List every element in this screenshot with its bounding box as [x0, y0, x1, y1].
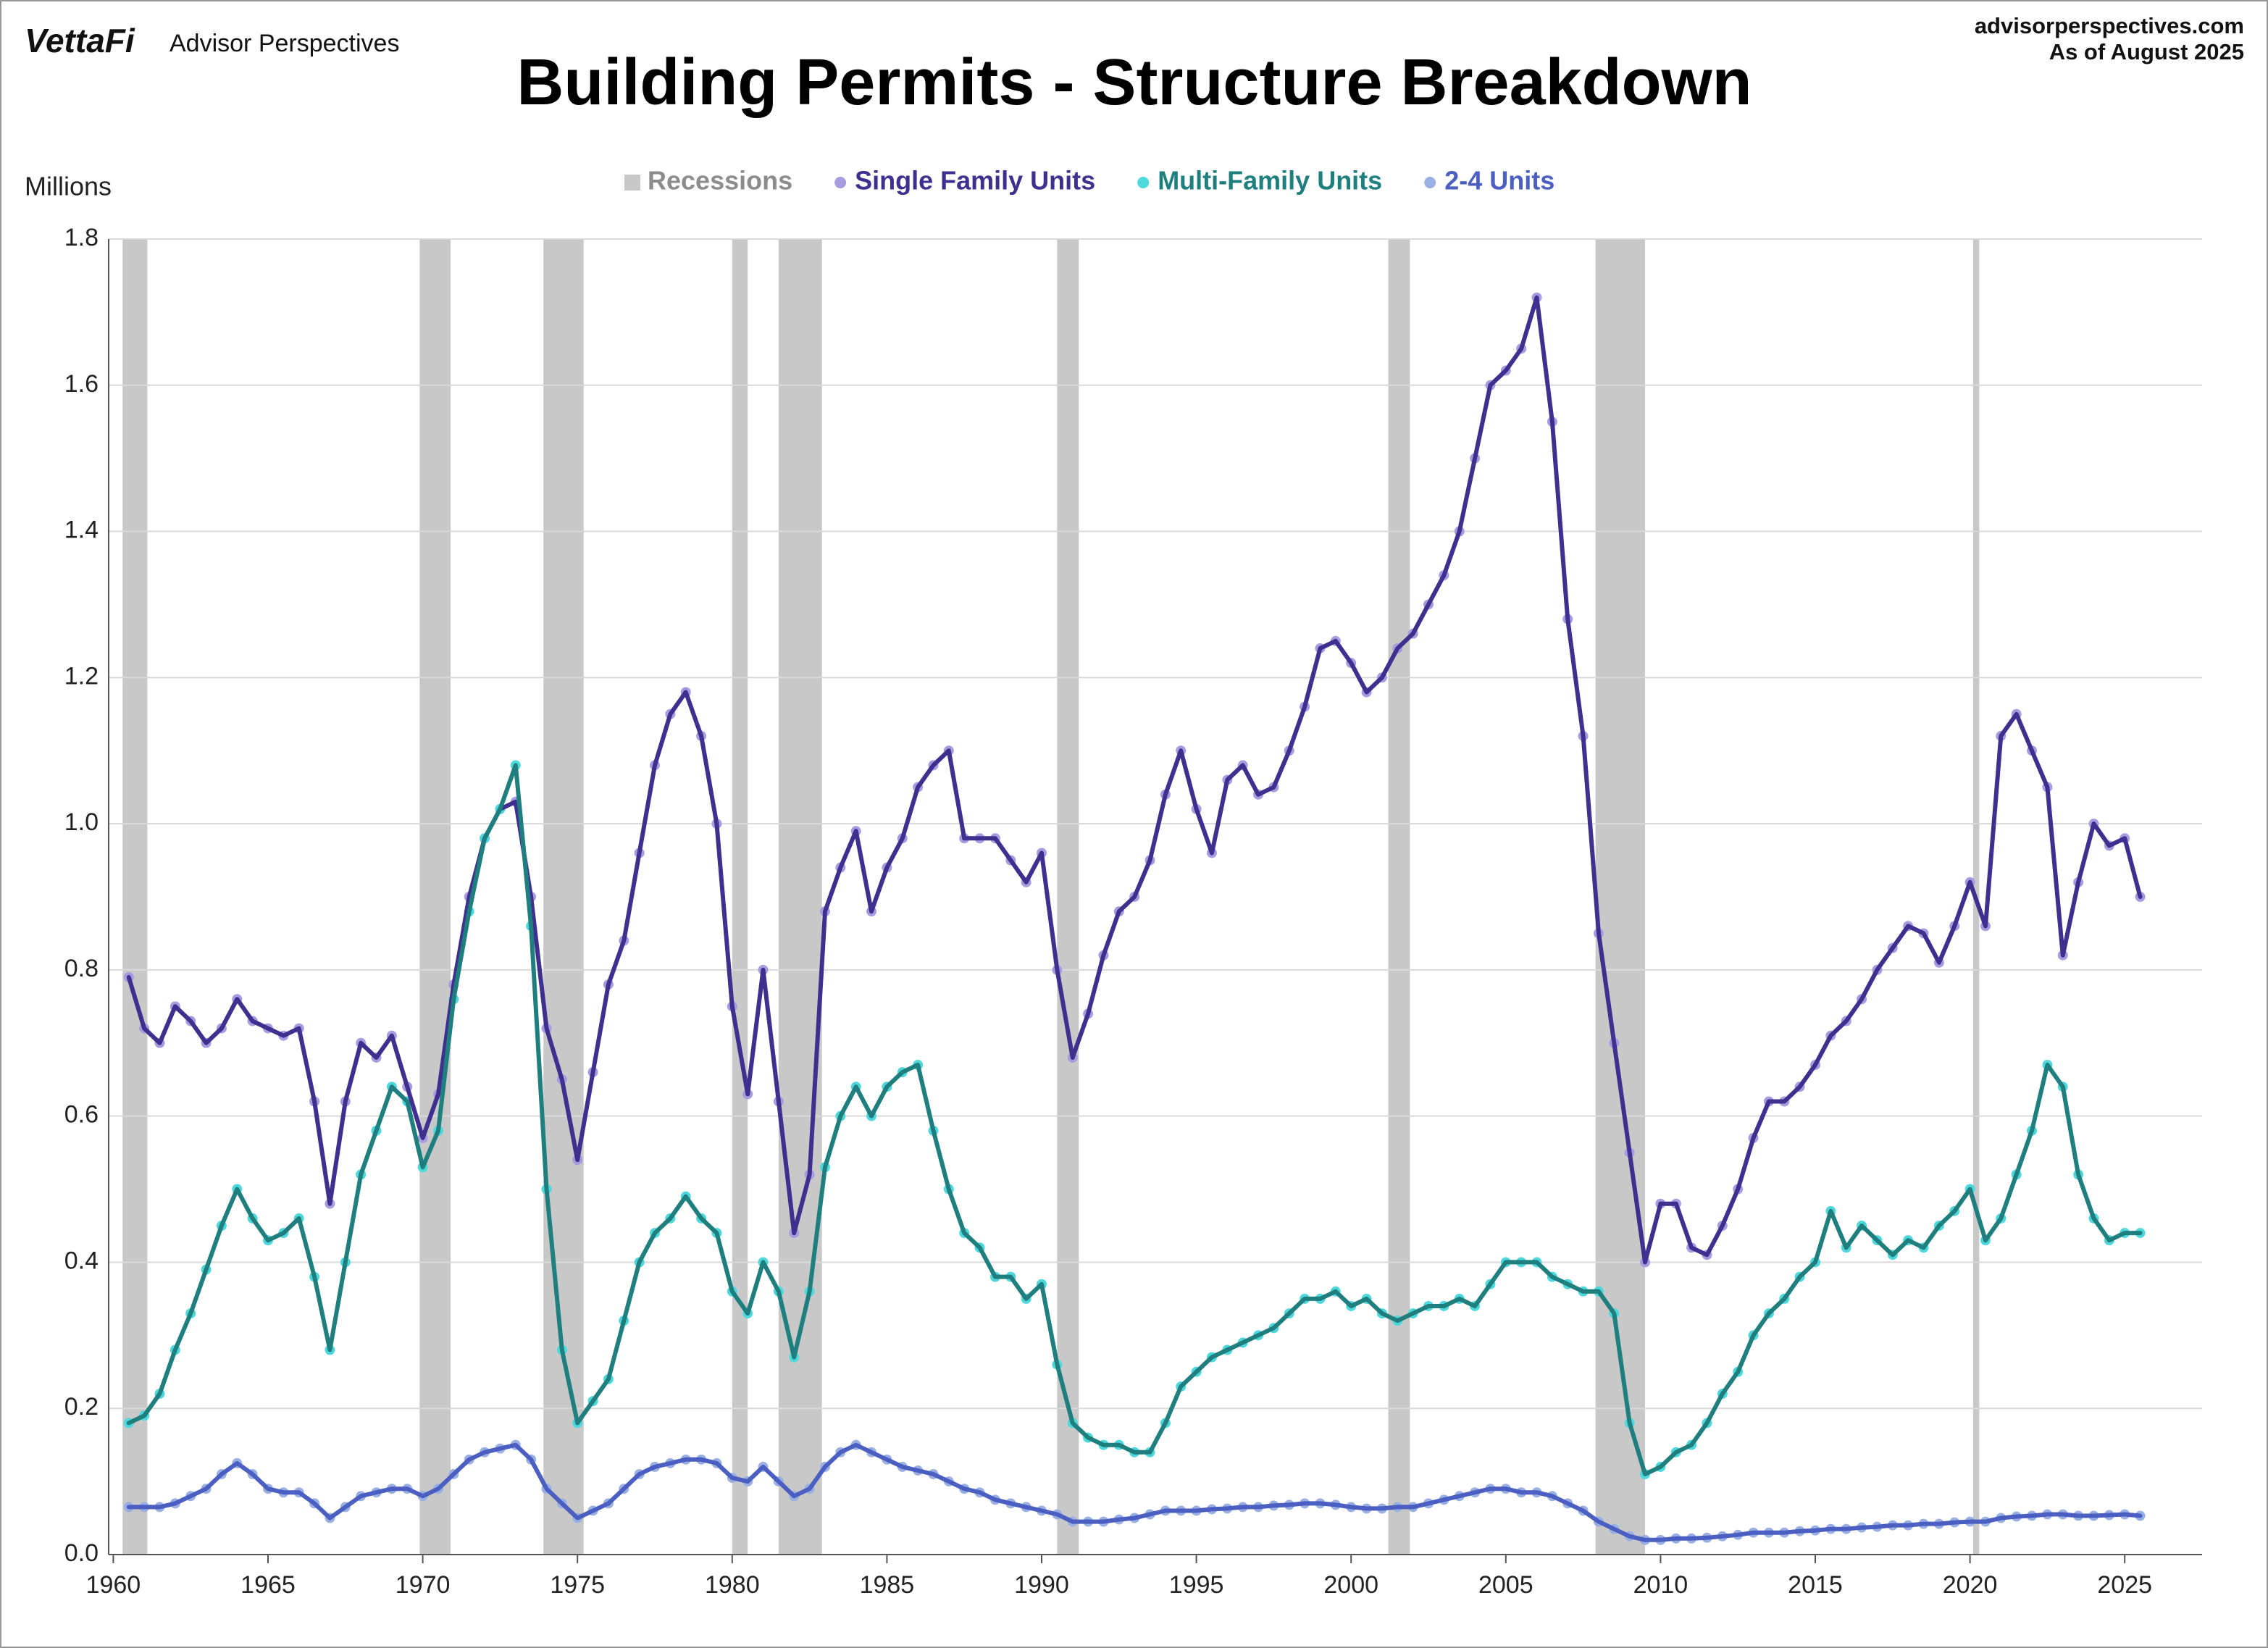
series-line [126, 1442, 2143, 1542]
recession-band [778, 239, 822, 1555]
recession-band [1388, 239, 1410, 1555]
y-tick-label: 1.2 [64, 662, 99, 690]
x-tick-label: 2015 [1788, 1571, 1843, 1599]
recession-band [732, 239, 748, 1555]
x-tick-label: 1980 [705, 1571, 760, 1599]
x-tick-label: 1975 [550, 1571, 605, 1599]
x-tick-label: 2005 [1478, 1571, 1533, 1599]
x-tick-label: 1985 [860, 1571, 915, 1599]
x-tick-label: 1970 [396, 1571, 451, 1599]
recession-band [1595, 239, 1646, 1555]
legend-label: Single Family Units [855, 166, 1095, 196]
x-tick-label: 2025 [2097, 1571, 2152, 1599]
recession-band [1057, 239, 1079, 1555]
y-tick-label: 1.4 [64, 516, 99, 544]
recession-band [543, 239, 584, 1555]
y-tick-label: 0.4 [64, 1247, 99, 1274]
source: advisorperspectives.com [1975, 13, 2244, 38]
y-tick-label: 1.0 [64, 808, 99, 836]
series-line [126, 763, 2143, 1476]
legend-marker [1137, 177, 1150, 188]
y-tick-label: 0.0 [64, 1539, 99, 1567]
brand: VettaFi [25, 22, 135, 59]
x-tick-label: 1965 [240, 1571, 296, 1599]
legend-marker [834, 177, 847, 188]
legend-swatch [624, 175, 640, 191]
y-axis-label: Millions [25, 172, 112, 201]
as-of: As of August 2025 [2049, 39, 2244, 64]
legend-label: Recessions [648, 166, 792, 196]
legend-label: 2-4 Units [1444, 166, 1554, 196]
x-tick-label: 1960 [86, 1571, 141, 1599]
publisher: Advisor Perspectives [170, 30, 399, 57]
x-tick-label: 2000 [1323, 1571, 1378, 1599]
x-tick-label: 1995 [1169, 1571, 1224, 1599]
y-tick-label: 0.2 [64, 1393, 99, 1421]
y-tick-label: 0.8 [64, 955, 99, 982]
recession-band [122, 239, 148, 1555]
series-line [126, 295, 2143, 1265]
y-tick-label: 1.6 [64, 370, 99, 398]
x-tick-label: 2010 [1633, 1571, 1689, 1599]
y-tick-label: 0.6 [64, 1101, 99, 1129]
x-tick-label: 1990 [1014, 1571, 1069, 1599]
chart-title: Building Permits - Structure Breakdown [516, 46, 1752, 119]
legend-marker [1424, 177, 1436, 188]
y-tick-label: 1.8 [64, 224, 99, 251]
legend-label: Multi-Family Units [1158, 166, 1382, 196]
recession-band [419, 239, 451, 1555]
x-tick-label: 2020 [1943, 1571, 1998, 1599]
